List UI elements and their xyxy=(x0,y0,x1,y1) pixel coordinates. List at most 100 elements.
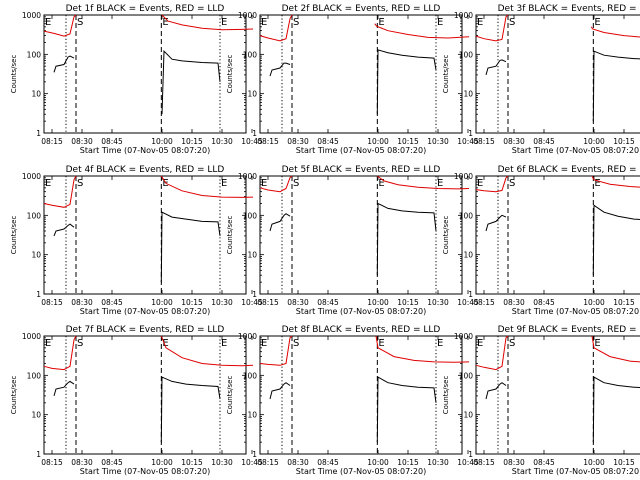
x-axis-label: Start Time (07-Nov-05 08:07:20) xyxy=(512,146,640,155)
marker-label: E xyxy=(261,338,267,349)
events-series-line-seg-2 xyxy=(376,376,437,443)
lld-series-line-seg-1 xyxy=(43,14,77,37)
lld-series-line-seg-2 xyxy=(160,175,254,198)
marker-label: E xyxy=(477,338,483,349)
y-tick-label: 100 xyxy=(459,50,474,59)
marker-label: E xyxy=(437,338,443,349)
y-tick-label: 1 xyxy=(252,450,257,459)
marker-label: E xyxy=(45,178,51,189)
events-series-line-seg-2 xyxy=(160,211,221,283)
marker-label: E xyxy=(477,17,483,28)
y-tick-label: 1000 xyxy=(22,172,41,181)
detector-panel-6: Det 6f BLACK = Events, RED = LLD 1 10 100 10… xyxy=(442,165,640,316)
y-tick-label: 1000 xyxy=(454,332,473,341)
x-tick-label: 10:45 xyxy=(457,298,479,307)
marker-label: S xyxy=(77,178,83,189)
x-tick-label: 08:30 xyxy=(71,298,93,307)
marker-label: E xyxy=(221,178,227,189)
events-series-line-seg-1 xyxy=(53,223,75,237)
x-tick-label: 10:15 xyxy=(397,458,419,467)
y-axis-label: Counts/sec xyxy=(10,216,18,255)
x-tick-label: 10:45 xyxy=(457,458,479,467)
lld-series-line-seg-1 xyxy=(259,175,293,193)
x-tick-label: 10:15 xyxy=(613,298,635,307)
x-tick-label: 10:15 xyxy=(397,298,419,307)
y-tick-label: 10 xyxy=(463,251,473,260)
x-tick-label: 08:45 xyxy=(317,137,339,146)
events-series-line-seg-2 xyxy=(592,376,640,443)
lld-series-line-seg-2 xyxy=(377,175,470,190)
marker-label: E xyxy=(437,178,443,189)
marker-label: S xyxy=(509,338,515,349)
x-tick-label: 08:30 xyxy=(287,458,309,467)
x-tick-label: 10:45 xyxy=(241,458,263,467)
marker-label: E xyxy=(594,17,600,28)
y-tick-label: 10 xyxy=(463,90,473,99)
x-axis-label: Start Time (07-Nov-05 08:07:20) xyxy=(80,307,210,316)
x-tick-label: 10:00 xyxy=(151,137,173,146)
y-tick-label: 1 xyxy=(36,290,41,299)
events-series-line-seg-2 xyxy=(161,50,221,115)
lld-series-line-seg-1 xyxy=(475,335,509,371)
events-series-line-seg-1 xyxy=(269,382,291,400)
events-series-line-seg-1 xyxy=(485,214,507,232)
x-tick-label: 10:00 xyxy=(151,298,173,307)
plot-frame xyxy=(475,335,640,455)
panel-title: Det 8f BLACK = Events, RED = LLD xyxy=(282,325,441,335)
y-tick-label: 10 xyxy=(31,251,41,260)
x-tick-label: 10:15 xyxy=(181,298,203,307)
x-tick-label: 08:45 xyxy=(101,298,123,307)
x-axis-label: Start Time (07-Nov-05 08:07:20) xyxy=(296,146,426,155)
marker-label: E xyxy=(594,178,600,189)
lld-series-line-seg-1 xyxy=(43,335,77,371)
events-series-line-seg-1 xyxy=(269,62,291,77)
x-axis-label: Start Time (07-Nov-05 08:07:20) xyxy=(512,467,640,476)
x-tick-label: 08:30 xyxy=(71,137,93,146)
events-series-line-seg-2 xyxy=(160,376,221,443)
detector-panel-8: Det 8f BLACK = Events, RED = LLD11010010… xyxy=(226,325,479,476)
x-tick-label: 10:45 xyxy=(241,298,263,307)
x-tick-label: 10:15 xyxy=(181,137,203,146)
x-tick-label: 10:30 xyxy=(211,298,233,307)
marker-label: S xyxy=(77,17,83,28)
marker-label: E xyxy=(378,178,384,189)
y-tick-label: 1000 xyxy=(22,11,41,20)
x-tick-label: 08:15 xyxy=(473,137,495,146)
x-tick-label: 10:00 xyxy=(367,137,389,146)
y-axis-label: Counts/sec xyxy=(442,216,450,255)
y-tick-label: 1 xyxy=(252,290,257,299)
marker-label: S xyxy=(293,17,299,28)
lld-series-line-seg-2 xyxy=(375,335,470,363)
marker-label: E xyxy=(261,178,267,189)
x-axis-label: Start Time (07-Nov-05 08:07:20) xyxy=(80,146,210,155)
x-tick-label: 10:15 xyxy=(181,458,203,467)
x-tick-label: 10:15 xyxy=(397,137,419,146)
y-tick-label: 1 xyxy=(468,290,473,299)
panel-title: Det 6f BLACK = Events, RED = LLD xyxy=(498,165,640,175)
lld-series-line-seg-1 xyxy=(475,175,509,193)
x-axis-label: Start Time (07-Nov-05 08:07:20) xyxy=(296,307,426,316)
events-series-line-seg-1 xyxy=(269,213,291,232)
y-tick-label: 100 xyxy=(243,50,258,59)
y-tick-label: 1000 xyxy=(238,172,257,181)
marker-label: E xyxy=(162,17,168,28)
plot-frame xyxy=(43,175,247,295)
plot-frame xyxy=(475,175,640,295)
marker-label: S xyxy=(509,178,515,189)
y-tick-label: 1 xyxy=(36,129,41,138)
detector-panel-7: Det 7f BLACK = Events, RED = LLD11010010… xyxy=(10,325,263,476)
x-axis-label: Start Time (07-Nov-05 08:07:20) xyxy=(80,467,210,476)
detector-panel-4: Det 4f BLACK = Events, RED = LLD11010010… xyxy=(10,165,263,316)
x-tick-label: 10:45 xyxy=(457,137,479,146)
x-tick-label: 08:30 xyxy=(71,458,93,467)
marker-label: S xyxy=(509,17,515,28)
panel-title: Det 1f BLACK = Events, RED = LLD xyxy=(66,4,225,14)
y-tick-label: 1000 xyxy=(454,11,473,20)
marker-label: S xyxy=(293,178,299,189)
y-tick-label: 100 xyxy=(243,211,258,220)
x-axis-label: Start Time (07-Nov-05 08:07:20) xyxy=(296,467,426,476)
marker-label: E xyxy=(45,17,51,28)
x-tick-label: 08:45 xyxy=(317,298,339,307)
y-tick-label: 1 xyxy=(468,129,473,138)
y-tick-label: 10 xyxy=(31,411,41,420)
